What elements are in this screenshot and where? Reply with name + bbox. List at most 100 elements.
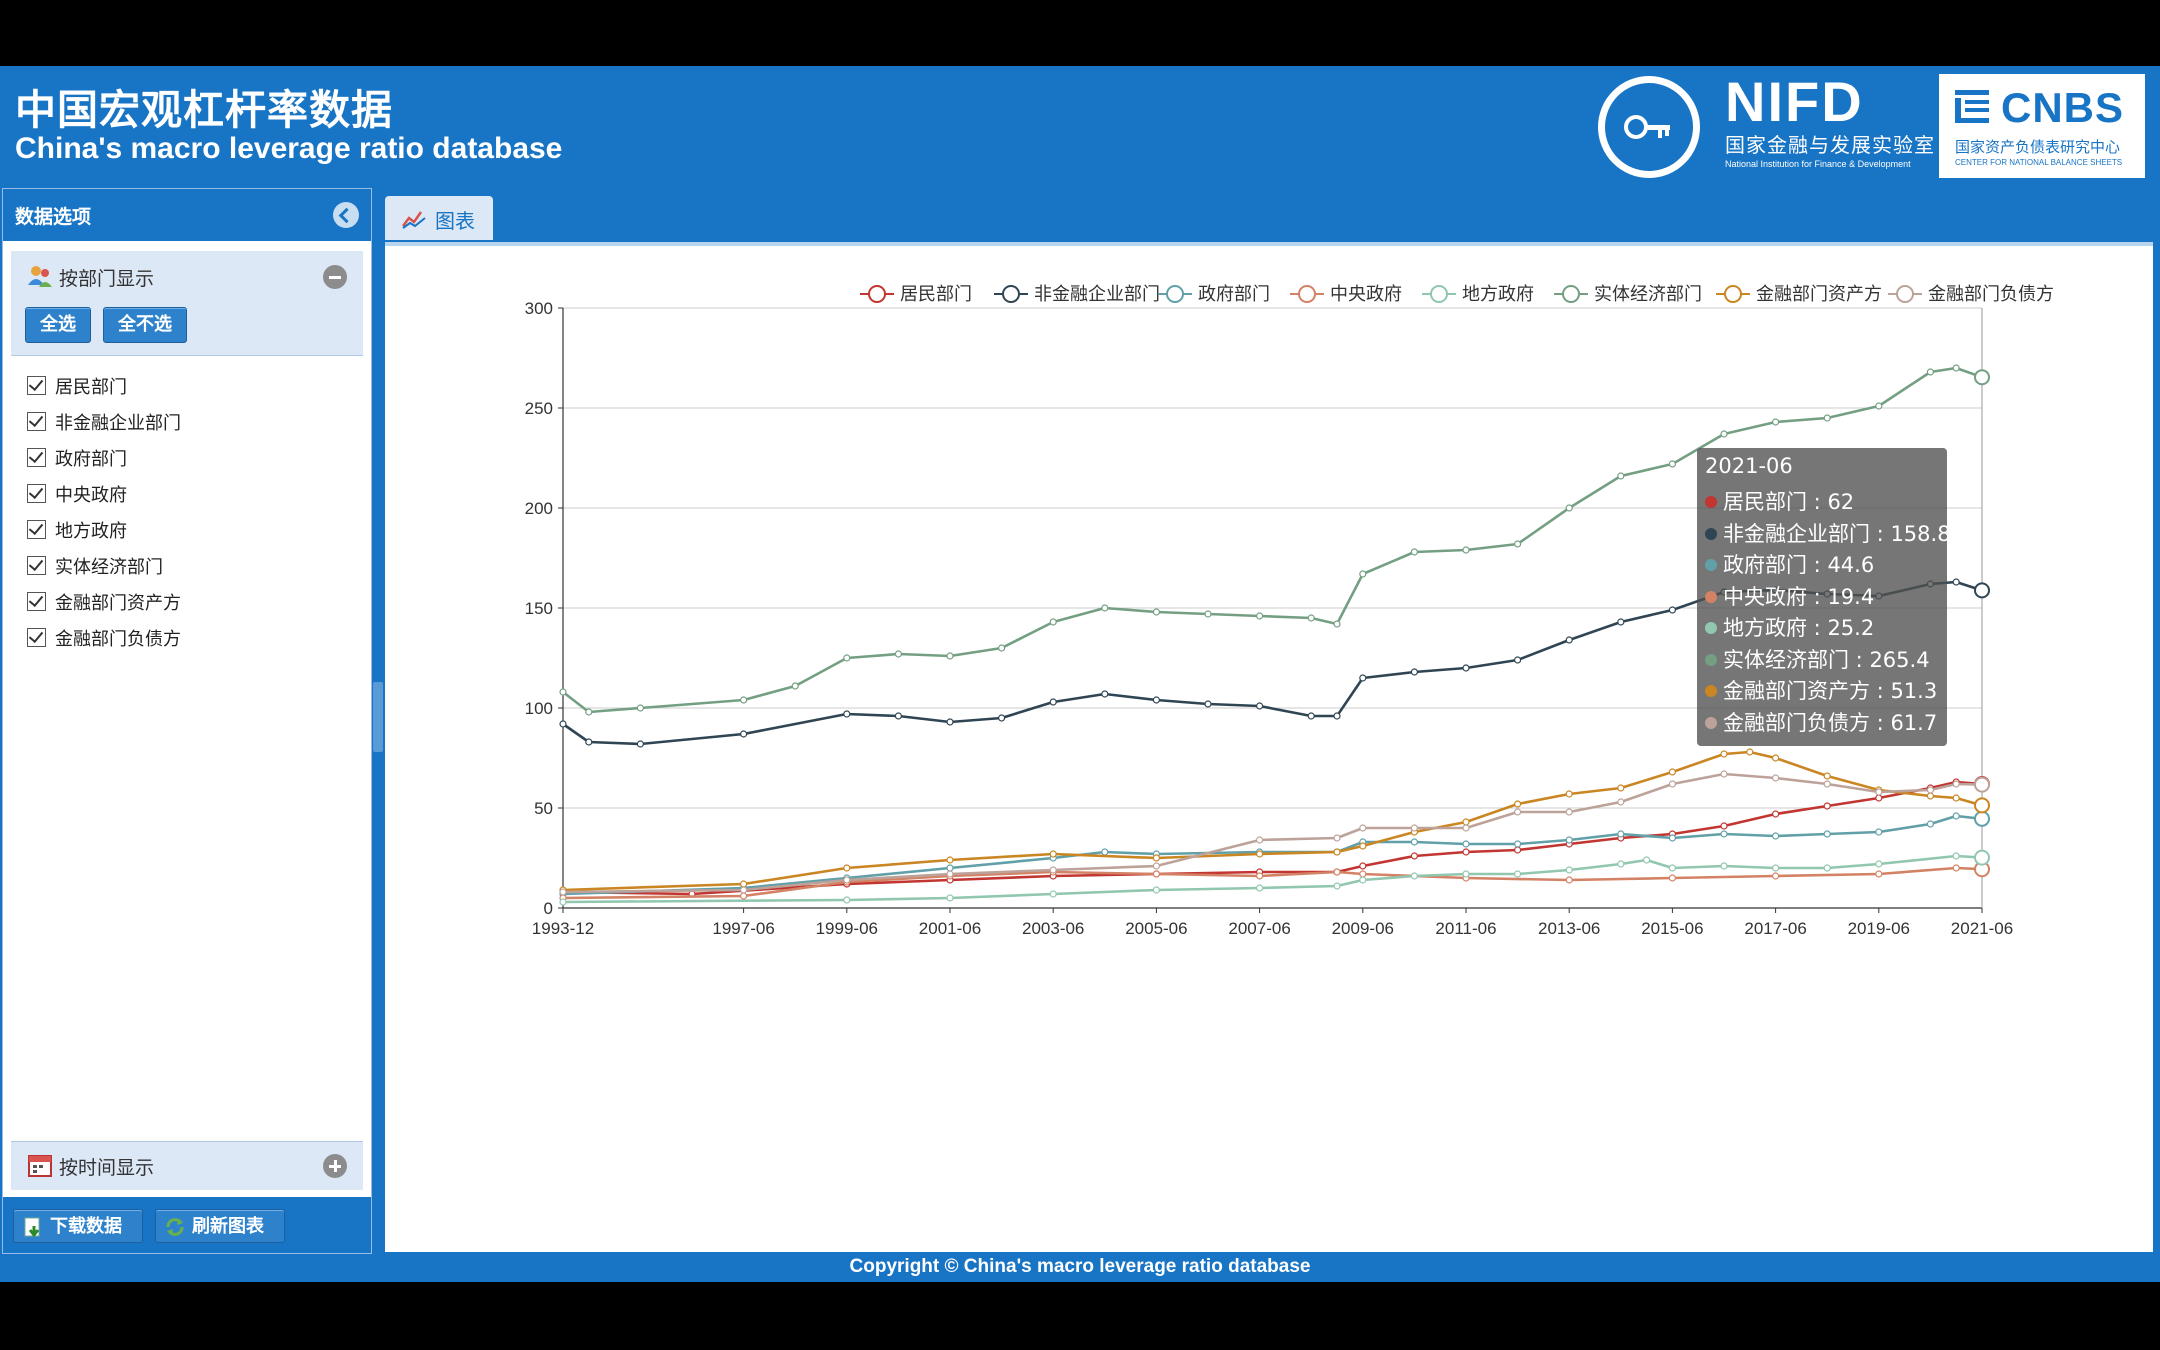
series-point — [740, 892, 748, 900]
tab-chart[interactable]: 图表 — [385, 196, 493, 240]
series-point — [1333, 620, 1341, 628]
series-point — [1152, 862, 1161, 870]
tab-strip: 图表 — [385, 188, 2160, 240]
checkbox[interactable] — [27, 412, 46, 431]
tooltip-row: 地方政府 : 25.2 — [1705, 612, 1874, 642]
series-point — [1359, 870, 1367, 878]
series-point — [1823, 414, 1831, 422]
x-tick-label: 1999-06 — [816, 919, 878, 938]
series-point — [1926, 786, 1935, 794]
series-point — [1720, 770, 1728, 778]
key-icon — [1624, 115, 1670, 139]
series-end-point — [1974, 776, 1990, 793]
series-point — [1462, 848, 1470, 856]
series-point — [1668, 460, 1677, 468]
calendar-icon — [28, 1155, 52, 1177]
checkbox[interactable] — [27, 484, 46, 503]
series-point — [1875, 870, 1883, 878]
tooltip-dot — [1705, 622, 1717, 634]
series-point — [1204, 700, 1212, 708]
checkbox[interactable] — [27, 592, 46, 611]
collapse-group-icon[interactable] — [323, 265, 347, 289]
legend-item[interactable]: 金融部门负债方 — [1888, 284, 2054, 305]
series-point — [1255, 872, 1264, 880]
x-tick-label: 2011-06 — [1435, 919, 1496, 938]
checkbox-label: 地方政府 — [55, 521, 127, 542]
tooltip-value: 265.4 — [1869, 648, 1930, 672]
series-point — [740, 730, 748, 738]
series-point — [1049, 890, 1057, 898]
download-data-button[interactable]: 下载数据 — [13, 1209, 143, 1243]
series-point — [1565, 790, 1573, 798]
checkbox[interactable] — [27, 556, 46, 575]
china-top-think-tanks-logo — [1598, 76, 1700, 178]
legend-label: 金融部门负债方 — [1928, 284, 2054, 305]
series-point — [843, 654, 851, 662]
series-point — [1668, 780, 1677, 788]
download-icon — [24, 1217, 40, 1238]
refresh-chart-label: 刷新图表 — [192, 1216, 264, 1237]
series-point — [1823, 802, 1831, 810]
series-point — [1410, 548, 1419, 556]
expand-group-icon[interactable] — [323, 1154, 347, 1178]
legend-item[interactable]: 居民部门 — [860, 284, 972, 305]
collapse-panel-icon[interactable] — [333, 202, 359, 228]
series-point — [946, 864, 954, 872]
cnbs-name-cn: 国家资产负债表研究中心 — [1955, 138, 2121, 156]
refresh-chart-button[interactable]: 刷新图表 — [155, 1209, 285, 1243]
legend-item[interactable]: 金融部门资产方 — [1716, 284, 1882, 305]
series-point — [1359, 876, 1367, 884]
series-point — [1307, 614, 1315, 622]
page-title-en: China's macro leverage ratio database — [15, 132, 563, 165]
panel-splitter-handle[interactable] — [373, 682, 383, 752]
x-tick-label: 2017-06 — [1744, 919, 1806, 938]
legend-item[interactable]: 地方政府 — [1422, 284, 1534, 305]
by-time-group[interactable]: 按时间显示 — [11, 1141, 363, 1190]
series-point — [1668, 768, 1677, 776]
select-none-button[interactable]: 全不选 — [103, 307, 187, 343]
series-point — [1359, 824, 1367, 832]
tooltip-row: 实体经济部门 : 265.4 — [1705, 644, 1930, 674]
series-point — [1255, 702, 1264, 710]
x-tick-label: 2003-06 — [1022, 919, 1084, 938]
leverage-line-chart[interactable]: 0 50 100 150 200 250 300 1993-12 1997-06 1999-06 2… — [385, 246, 2153, 1252]
checkbox[interactable] — [27, 628, 46, 647]
tooltip-row: 金融部门资产方 : 51.3 — [1705, 675, 1937, 705]
tooltip-value: 19.4 — [1827, 585, 1875, 609]
series-line — [562, 750, 1983, 892]
series-point — [1823, 864, 1831, 872]
series-point — [585, 708, 593, 716]
series-point — [1720, 862, 1728, 870]
checkbox[interactable] — [27, 376, 46, 395]
legend-label: 中央政府 — [1330, 284, 1402, 305]
checkbox[interactable] — [27, 448, 46, 467]
legend-item[interactable]: 政府部门 — [1158, 284, 1270, 305]
checkbox[interactable] — [27, 520, 46, 539]
tooltip-series-name: 中央政府 — [1723, 585, 1807, 609]
legend-item[interactable]: 非金融企业部门 — [994, 284, 1160, 305]
series-point — [1513, 808, 1522, 816]
series-point — [1462, 546, 1470, 554]
series-point — [1875, 794, 1883, 802]
series-point — [1823, 772, 1831, 780]
x-tick-label: 2021-06 — [1951, 919, 2013, 938]
series-point — [1513, 846, 1522, 854]
tooltip-value: 61.7 — [1890, 711, 1938, 735]
series-point — [1410, 872, 1419, 880]
series-point — [1410, 838, 1419, 846]
series-point — [1952, 852, 1960, 860]
tooltip-dot — [1705, 717, 1717, 729]
chart-tooltip: 2021-06 居民部门 : 62 非金融企业部门 : 158.8 政府部门 :… — [1697, 448, 1951, 746]
refresh-icon — [166, 1218, 184, 1236]
series-point — [1410, 668, 1419, 676]
series-point — [1333, 834, 1341, 842]
legend-item[interactable]: 中央政府 — [1290, 284, 1402, 305]
legend-item[interactable]: 实体经济部门 — [1554, 284, 1702, 305]
select-all-button[interactable]: 全选 — [25, 307, 91, 343]
series-point — [1771, 774, 1780, 782]
tooltip-series-name: 地方政府 — [1723, 616, 1807, 640]
series-point — [1952, 578, 1960, 586]
series-point — [1333, 882, 1341, 890]
series-point — [1410, 824, 1419, 832]
series-point — [997, 644, 1006, 652]
